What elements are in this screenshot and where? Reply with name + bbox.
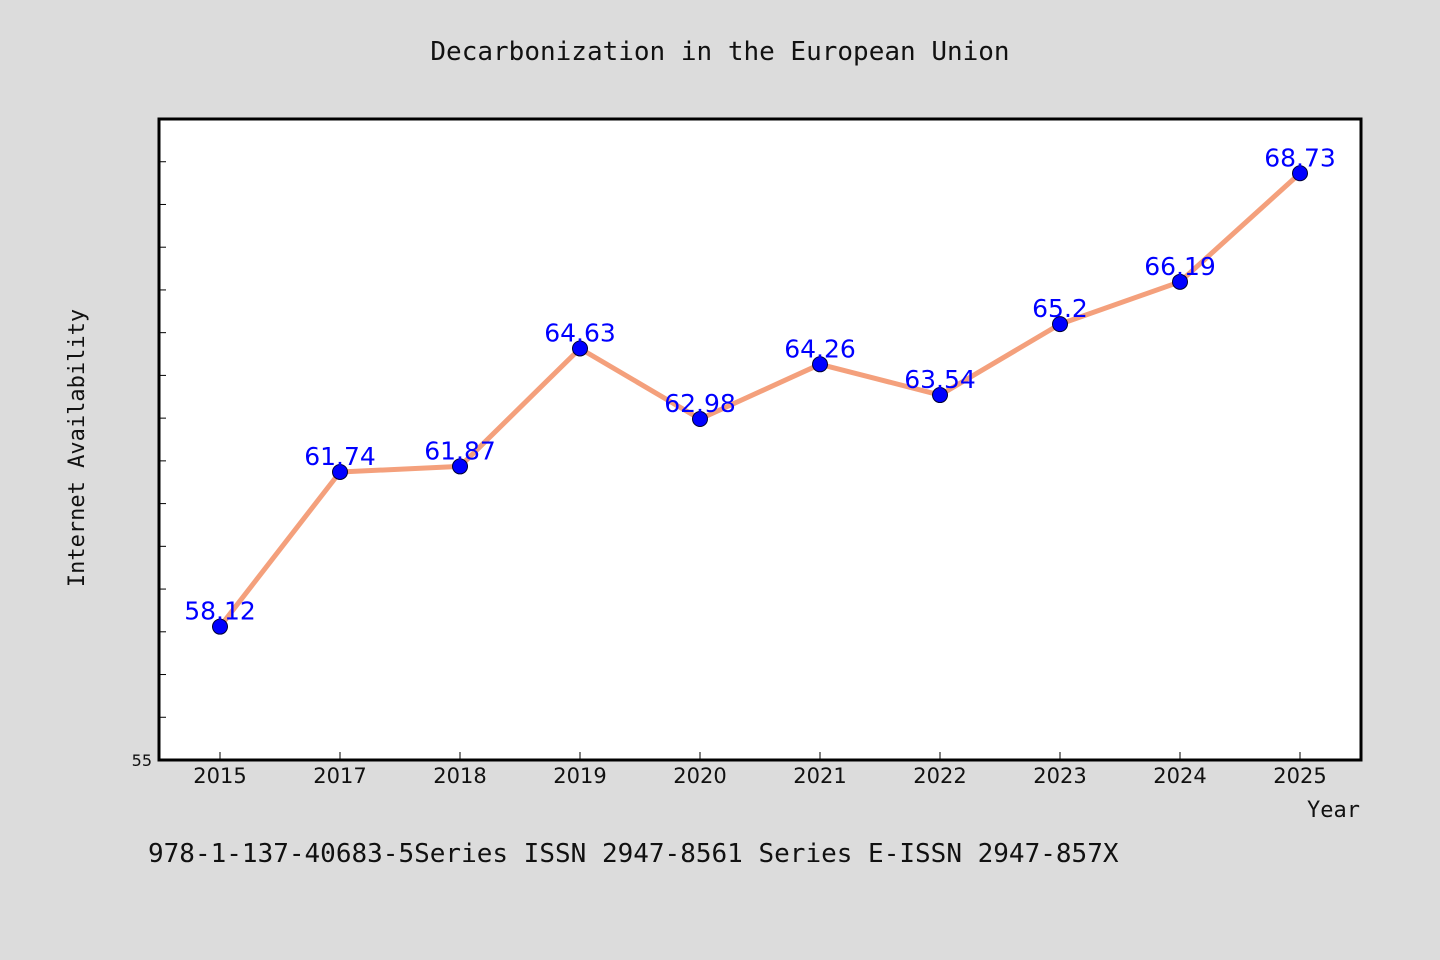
plot-area xyxy=(157,117,1363,762)
x-tick-label: 2024 xyxy=(1153,764,1206,788)
data-label: 64.26 xyxy=(784,334,856,363)
y-axis-label: Internet Availability xyxy=(65,309,90,587)
data-point xyxy=(1172,273,1188,290)
data-label: 58.12 xyxy=(184,597,256,626)
data-point xyxy=(1052,316,1068,333)
chart-title: Decarbonization in the European Union xyxy=(430,37,1009,67)
footer-isbn-text: 978-1-137-40683-5Series ISSN 2947-8561 S… xyxy=(148,839,1119,869)
series-line xyxy=(217,170,1303,630)
x-tick-label: 2025 xyxy=(1273,764,1326,788)
x-tick-label: 2022 xyxy=(913,764,966,788)
data-point xyxy=(1292,165,1308,182)
data-point xyxy=(572,340,588,357)
data-label: 62.98 xyxy=(664,389,736,418)
x-axis: 2015 2017 2018 2019 2020 2021 2022 2023 2024 2025 xyxy=(193,752,1327,788)
data-label: 61.87 xyxy=(424,436,496,465)
x-tick-label: 2021 xyxy=(793,764,846,788)
data-point xyxy=(692,410,708,427)
x-tick-label: 2017 xyxy=(313,764,366,788)
x-tick-label: 2023 xyxy=(1033,764,1086,788)
data-point xyxy=(332,463,348,480)
y-axis-ticks xyxy=(159,161,166,718)
data-label: 63.54 xyxy=(904,365,976,394)
x-tick-label: 2019 xyxy=(553,764,606,788)
x-tick-label: 2020 xyxy=(673,764,726,788)
data-label: 65.2 xyxy=(1032,294,1088,323)
data-label: 66.19 xyxy=(1144,252,1216,281)
y-tick-label-min: 55 xyxy=(132,751,152,770)
data-label: 64.63 xyxy=(544,318,616,347)
data-label: 61.74 xyxy=(304,442,376,471)
data-point xyxy=(812,356,828,373)
data-point xyxy=(452,458,468,475)
series-line-group: 58.12 61.74 61.87 64.63 62.98 64.26 63.54 65.2 6… xyxy=(184,143,1336,635)
data-point xyxy=(212,618,228,635)
data-label: 68.73 xyxy=(1264,143,1336,172)
x-tick-label: 2018 xyxy=(433,764,486,788)
x-axis-label: Year xyxy=(1307,798,1360,823)
data-point xyxy=(932,387,948,404)
x-tick-label: 2015 xyxy=(193,764,246,788)
